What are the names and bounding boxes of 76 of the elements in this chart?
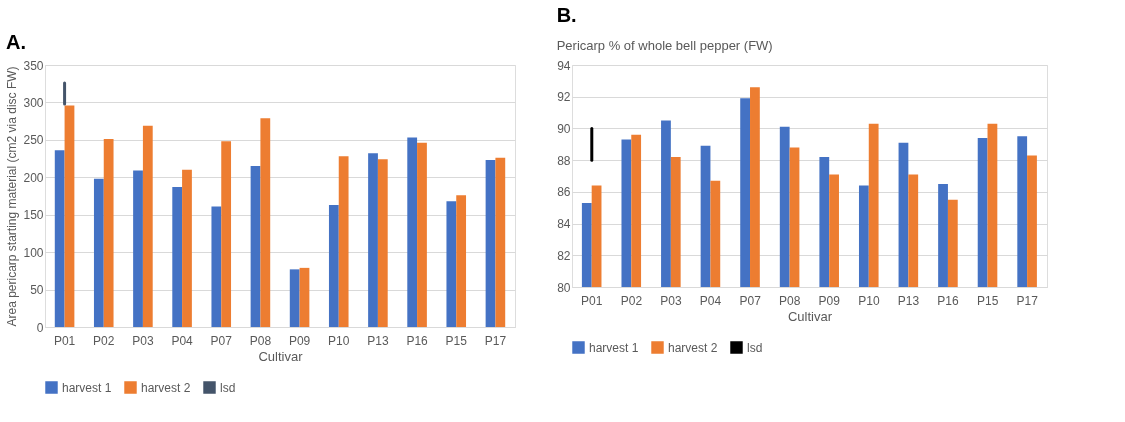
bar	[54, 150, 65, 327]
x-tick-label: P07	[210, 333, 233, 348]
bar	[328, 204, 339, 327]
y-tick-label: 88	[557, 153, 571, 168]
bar	[485, 160, 496, 327]
y-tick-label: 350	[23, 58, 44, 73]
x-tick-label: P01	[581, 293, 603, 308]
x-tick-label: P15	[445, 333, 468, 348]
bar	[456, 195, 467, 327]
x-tick-label: P03	[132, 333, 154, 348]
bar	[446, 201, 457, 327]
legend-label: harvest 1	[62, 380, 112, 395]
y-axis-title: Area pericarp starting material (cm2 via disc FW)	[5, 66, 20, 327]
x-tick-label: P13	[897, 293, 920, 308]
bar	[289, 269, 300, 327]
chart-subtitle: Pericarp % of whole bell pepper (FW)	[556, 38, 773, 53]
chart-title: A.	[5, 31, 26, 53]
x-tick-label: P01	[53, 333, 76, 348]
bar	[299, 267, 310, 327]
y-tick-label: 82	[557, 248, 571, 263]
y-tick-label: 200	[23, 170, 44, 185]
x-tick-label: P08	[249, 333, 272, 348]
x-tick-label: P16	[937, 293, 960, 308]
legend-label: harvest 2	[668, 340, 718, 355]
legend-label: harvest 2	[141, 380, 191, 395]
x-tick-label: P09	[818, 293, 841, 308]
chart-title: B.	[556, 4, 577, 26]
x-tick-label: P17	[1016, 293, 1039, 308]
x-tick-label: P13	[367, 333, 389, 348]
x-axis-title: Cultivar	[258, 348, 304, 364]
y-tick-label: 50	[30, 283, 44, 298]
bar	[93, 178, 104, 327]
bar	[64, 105, 75, 327]
bar	[495, 157, 506, 327]
bar	[211, 206, 222, 327]
bar	[368, 153, 378, 327]
x-tick-label: P04	[699, 293, 722, 308]
x-tick-label: P10	[328, 333, 350, 348]
bar	[407, 137, 418, 327]
legend-label: lsd	[220, 380, 236, 395]
x-tick-label: P17	[484, 333, 507, 348]
y-tick-label: 92	[557, 90, 571, 105]
legend-label: harvest 1	[589, 340, 639, 355]
bar	[172, 187, 183, 327]
y-tick-label: 100	[23, 245, 44, 260]
x-tick-label: P02	[93, 333, 115, 348]
y-tick-label: 0	[36, 320, 44, 335]
x-tick-label: P03	[660, 293, 682, 308]
y-tick-label: 90	[557, 121, 571, 136]
x-tick-label: P04	[171, 333, 194, 348]
x-axis-title: Cultivar	[787, 308, 833, 324]
x-tick-label: P07	[739, 293, 762, 308]
legend-label: lsd	[747, 340, 763, 355]
x-tick-label: P10	[858, 293, 880, 308]
y-tick-label: 94	[557, 58, 571, 73]
x-tick-label: P16	[406, 333, 429, 348]
y-tick-label: 250	[23, 133, 44, 148]
y-tick-label: 84	[557, 217, 571, 232]
bar	[260, 118, 271, 327]
bar	[377, 159, 388, 327]
bar	[182, 169, 192, 327]
x-tick-label: P02	[620, 293, 643, 308]
bar	[221, 141, 232, 327]
bar	[417, 142, 427, 327]
y-tick-label: 80	[557, 280, 571, 295]
bar	[250, 166, 261, 327]
y-tick-label: 300	[23, 95, 44, 110]
x-tick-label: P09	[288, 333, 311, 348]
bar	[338, 156, 349, 327]
x-tick-label: P08	[779, 293, 801, 308]
bar	[142, 125, 153, 327]
x-tick-label: P15	[976, 293, 999, 308]
bar	[103, 139, 114, 327]
y-tick-label: 150	[23, 208, 44, 223]
y-tick-label: 86	[557, 185, 571, 200]
bar	[133, 170, 143, 327]
